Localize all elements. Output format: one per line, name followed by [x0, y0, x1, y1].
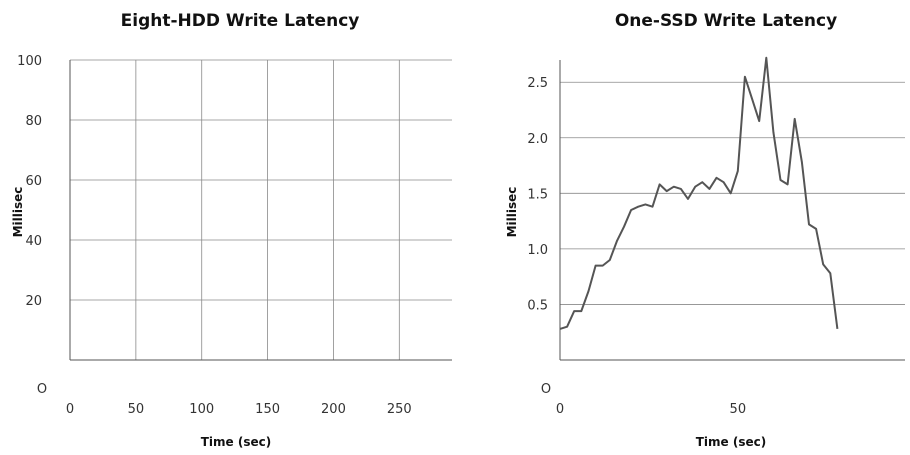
- x-tick-label: 250: [387, 402, 412, 417]
- x-tick-label: 50: [128, 402, 145, 417]
- y-tick-label: 0.5: [527, 298, 548, 313]
- y-axis-label: Millisec: [11, 187, 25, 238]
- chart-panel-1: Eight-HDD Write Latency O 20 40 60 80 100 0 50 10…: [11, 11, 452, 449]
- y-tick-label: 80: [25, 114, 42, 129]
- chart-panel-2: One-SSD Write Latency O 0.5 1.0 1.5 2.0 2.5 0 50…: [505, 11, 905, 449]
- y-tick-label: 100: [17, 54, 42, 69]
- series-line: [559, 56, 839, 330]
- x-tick-label: 150: [255, 402, 280, 417]
- y-tick-label: 1.5: [527, 187, 548, 202]
- x-tick-label: 0: [66, 402, 74, 417]
- x-tick-label: 50: [730, 402, 747, 417]
- y-tick-label: O: [541, 382, 551, 397]
- y-tick-label: 2.5: [527, 76, 548, 91]
- chart-title: Eight-HDD Write Latency: [121, 11, 360, 31]
- x-tick-label: 0: [556, 402, 564, 417]
- y-axis-label: Millisec: [505, 187, 519, 238]
- y-tick-label: 40: [25, 234, 42, 249]
- y-tick-label: 2.0: [527, 132, 548, 147]
- x-axis-label: Time (sec): [201, 435, 271, 449]
- x-tick-label: 100: [189, 402, 214, 417]
- y-tick-label: 1.0: [527, 243, 548, 258]
- x-axis-label: Time (sec): [696, 435, 766, 449]
- y-tick-label: 20: [25, 294, 42, 309]
- chart-title: One-SSD Write Latency: [615, 11, 837, 31]
- x-tick-label: 200: [321, 402, 346, 417]
- y-tick-label: 60: [25, 174, 42, 189]
- y-tick-label: O: [37, 382, 47, 397]
